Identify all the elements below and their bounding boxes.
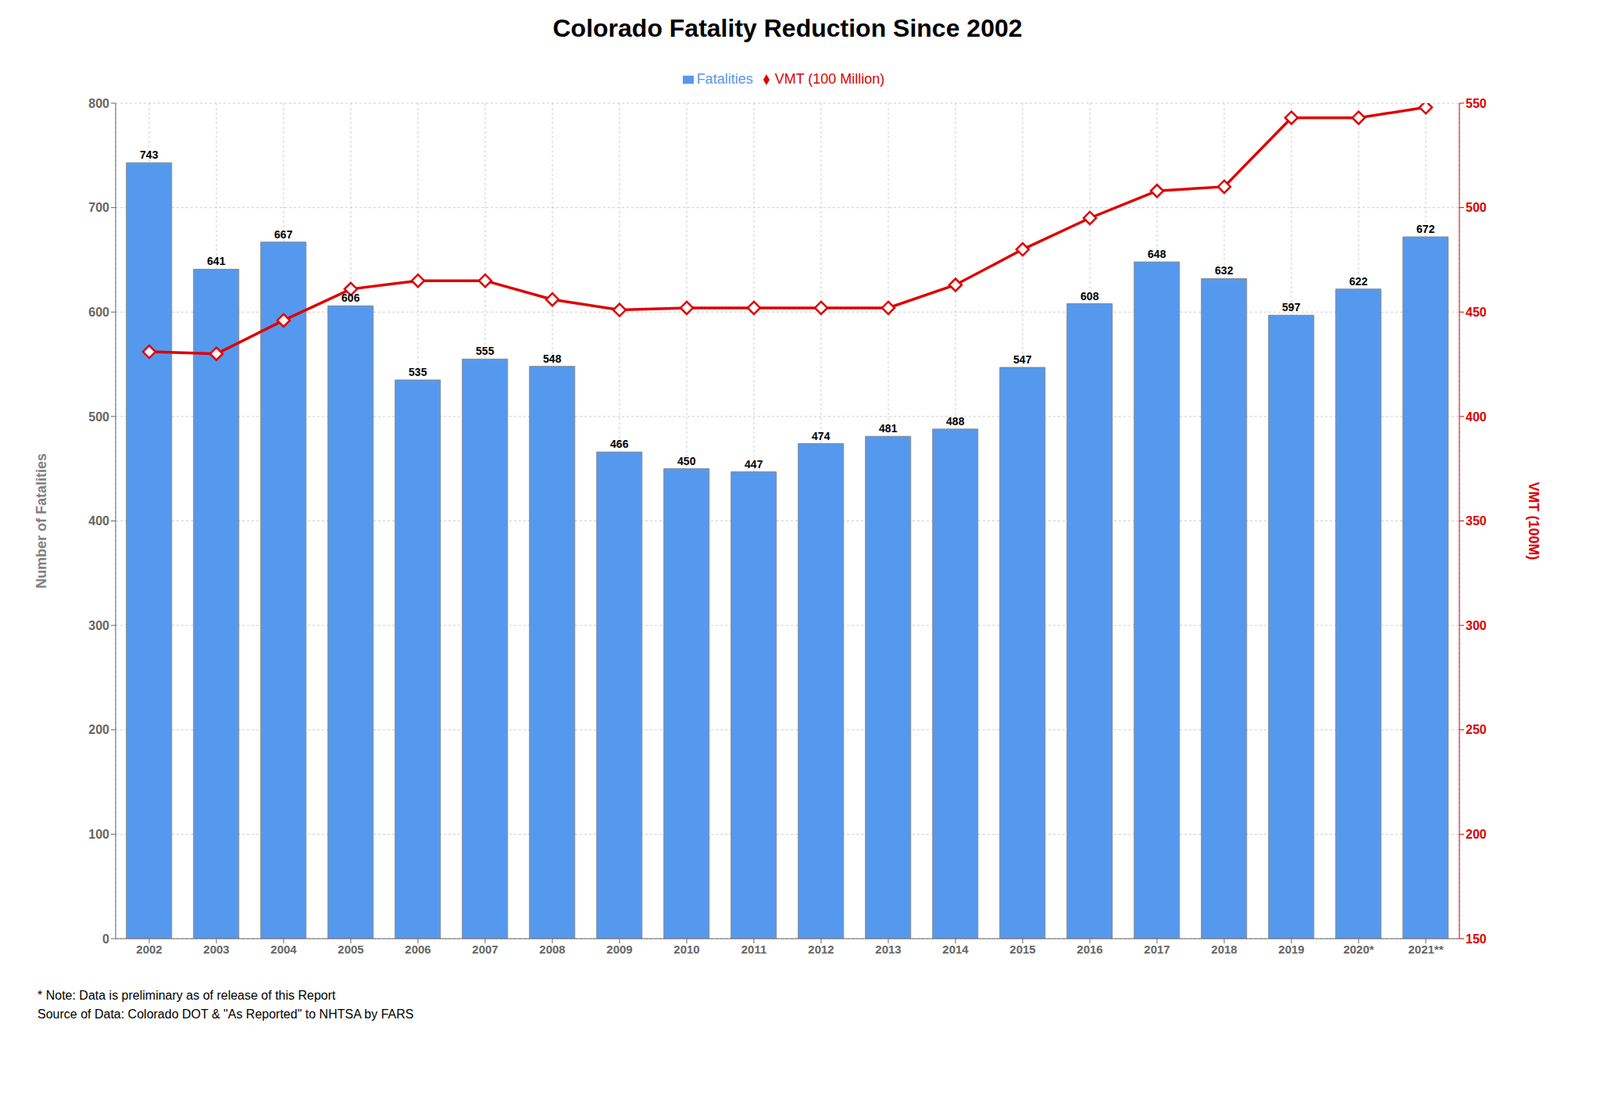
svg-text:800: 800: [88, 96, 110, 111]
svg-text:2003: 2003: [203, 942, 229, 956]
svg-text:606: 606: [341, 291, 361, 304]
svg-text:500: 500: [1465, 200, 1487, 215]
svg-text:2020*: 2020*: [1342, 942, 1374, 956]
svg-text:2018: 2018: [1210, 942, 1237, 956]
svg-text:474: 474: [811, 429, 831, 443]
svg-text:700: 700: [88, 200, 110, 215]
svg-text:450: 450: [1465, 305, 1487, 319]
html-text:Colorado Fatality Reduction Si: Colorado Fatality Reduction Since 2002: [552, 14, 1023, 43]
svg-text:400: 400: [1465, 410, 1487, 424]
svg-text:597: 597: [1282, 300, 1301, 314]
svg-text:150: 150: [1465, 932, 1487, 946]
svg-text:2002: 2002: [135, 942, 162, 956]
svg-text:500: 500: [88, 410, 110, 424]
svg-text:2006: 2006: [404, 942, 431, 956]
svg-text:2012: 2012: [807, 942, 834, 956]
svg-text:200: 200: [88, 722, 110, 736]
html-text:VMT (100 Million): VMT (100 Million): [774, 71, 885, 87]
svg-text:2014: 2014: [942, 942, 969, 956]
svg-text:632: 632: [1214, 264, 1234, 277]
svg-text:600: 600: [88, 305, 110, 319]
svg-text:Number of Fatalities: Number of Fatalities: [33, 453, 50, 589]
svg-text:2010: 2010: [673, 942, 700, 956]
svg-text:641: 641: [207, 254, 226, 268]
html-text:Fatalities: Fatalities: [696, 71, 753, 87]
html-text:Source of Data: Colorado DOT &: Source of Data: Colorado DOT & "As Repor…: [37, 1007, 414, 1021]
svg-text:2009: 2009: [606, 942, 633, 956]
svg-text:672: 672: [1416, 222, 1436, 236]
svg-text:400: 400: [88, 514, 110, 528]
svg-text:300: 300: [1465, 618, 1487, 633]
svg-text:250: 250: [1465, 722, 1487, 736]
svg-text:608: 608: [1080, 289, 1100, 303]
svg-text:548: 548: [542, 352, 562, 365]
svg-text:667: 667: [274, 228, 293, 241]
svg-text:447: 447: [744, 457, 764, 471]
svg-text:648: 648: [1147, 247, 1167, 261]
svg-text:2015: 2015: [1009, 942, 1036, 956]
svg-text:350: 350: [1465, 514, 1487, 528]
html-text:* Note: Data is preliminary as: * Note: Data is preliminary as of releas…: [37, 988, 336, 1002]
svg-text:622: 622: [1349, 275, 1368, 288]
svg-text:2013: 2013: [875, 942, 901, 956]
svg-text:450: 450: [677, 454, 697, 468]
svg-text:2016: 2016: [1076, 942, 1103, 956]
svg-text:200: 200: [1465, 827, 1487, 841]
svg-text:2017: 2017: [1143, 942, 1170, 956]
svg-text:100: 100: [88, 827, 110, 841]
svg-text:550: 550: [1465, 96, 1487, 111]
svg-text:547: 547: [1013, 353, 1033, 366]
svg-text:VMT (100M): VMT (100M): [1525, 481, 1542, 560]
svg-text:466: 466: [610, 437, 629, 450]
svg-text:2004: 2004: [270, 942, 297, 956]
svg-text:300: 300: [88, 618, 110, 633]
svg-text:2007: 2007: [471, 942, 498, 956]
svg-text:0: 0: [102, 932, 110, 946]
svg-text:488: 488: [946, 414, 965, 428]
svg-text:535: 535: [408, 365, 428, 379]
svg-text:481: 481: [878, 421, 898, 435]
svg-text:555: 555: [475, 344, 495, 358]
svg-text:2008: 2008: [539, 942, 565, 956]
svg-text:743: 743: [139, 148, 159, 161]
svg-text:2011: 2011: [741, 942, 768, 956]
svg-text:2019: 2019: [1278, 942, 1304, 956]
svg-text:2021**: 2021**: [1407, 942, 1443, 956]
svg-text:2005: 2005: [337, 942, 364, 956]
